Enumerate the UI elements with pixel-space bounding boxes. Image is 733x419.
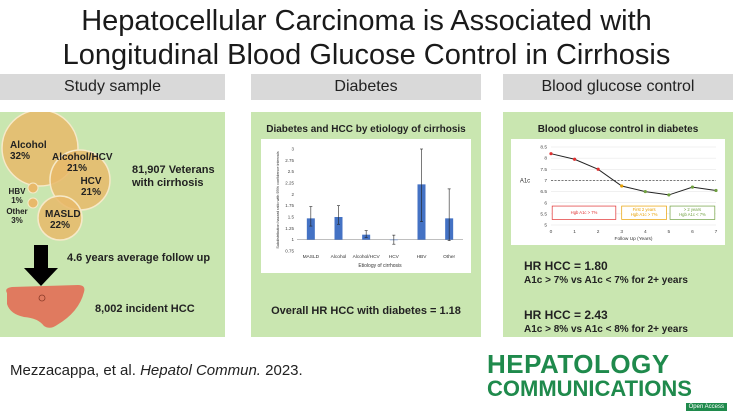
y-tick-label: 0.75: [285, 249, 294, 254]
hr-243: HR HCC = 2.43: [524, 308, 608, 322]
circle-masld: [37, 195, 83, 241]
hr-243-sub: A1c > 8% vs A1c < 8% for 2+ years: [524, 324, 688, 335]
diabetes-chart-box: 0.75 1 1.25 1.5 1.75 2 2.25 2.5 2.75 3 MASLD Alcoho…: [261, 139, 471, 273]
hr-180-sub: A1c > 7% vs A1c < 7% for 2+ years: [524, 275, 688, 286]
x-tick-label: Other: [443, 254, 455, 260]
bar: [334, 217, 343, 240]
glucose-panel: Blood glucose control in diabetes 5 5.5 6 6…: [503, 112, 733, 337]
data-point: [643, 189, 647, 194]
y-axis-label: Subdistribution hazard ratio with 95% co…: [276, 151, 280, 248]
y-tick-label: 8.5: [540, 145, 547, 151]
page-title-line-1: Hepatocellular Carcinoma is Associated w…: [81, 5, 652, 37]
a1c-line-chart: 5 5.5 6 6.5 7 7.5 8 8.5 0 1 2 3 4 5 6 7 Follow Up (Years…: [520, 145, 718, 242]
column-header-diabetes: Diabetes: [251, 74, 481, 100]
incident-hcc-text: 8,002 incident HCC: [95, 303, 195, 315]
legend-text: First 2 years: [633, 207, 656, 212]
hr-180: HR HCC = 1.80: [524, 259, 608, 273]
data-point: [549, 152, 553, 156]
data-point: [572, 157, 577, 161]
x-tick-label: 6: [691, 229, 694, 235]
y-tick-label: 6: [544, 200, 547, 206]
circle-hbv: [27, 182, 39, 194]
arrow-shaft: [34, 245, 48, 269]
glucose-chart-title: Blood glucose control in diabetes: [537, 124, 699, 135]
y-tick-label: 7.5: [540, 167, 547, 173]
y-tick-label: 7: [544, 178, 547, 184]
x-tick-label: 2: [597, 229, 600, 235]
journal-logo: HEPATOLOGY COMMUNICATIONS Open Access: [487, 349, 731, 411]
diabetes-chart-title: Diabetes and HCC by etiology of cirrhosi…: [266, 124, 466, 135]
y-tick-label: 1.5: [288, 215, 295, 220]
venn-masld: MASLD 22%: [45, 209, 81, 231]
column-header-study-sample: Study sample: [0, 74, 225, 100]
y-tick-label: 6.5: [540, 189, 547, 195]
y-tick-label: 8: [544, 156, 547, 162]
x-axis-label: Follow Up (Years): [615, 236, 653, 242]
venn-hcv: HCV 21%: [80, 176, 102, 198]
x-tick-label: HBV: [417, 254, 428, 260]
y-tick-label: 2.75: [285, 158, 294, 163]
followup-text: 4.6 years average follow up: [67, 252, 211, 264]
y-tick-label: 1.75: [285, 203, 294, 208]
x-tick-label: 1: [573, 229, 576, 235]
y-tick-label: 1: [291, 237, 294, 242]
y-tick-label: 2: [291, 192, 294, 197]
veterans-count: 81,907 Veterans with cirrhosis: [132, 164, 215, 189]
tumor-icon: [38, 294, 46, 302]
x-tick-label: HCV: [389, 254, 400, 260]
x-tick-label: Alcohol/HCV: [353, 254, 381, 260]
open-access-badge: Open Access: [685, 403, 727, 411]
venn-diagram: [1, 112, 111, 328]
y-tick-label: 2.25: [285, 181, 294, 186]
legend-text: Hgb A1c > 7%: [631, 212, 658, 217]
logo-line-2: COMMUNICATIONS: [487, 376, 692, 401]
circle-other: [27, 197, 39, 209]
citation: Mezzacappa, et al. Hepatol Commun. 2023.: [10, 362, 303, 379]
study-sample-panel: Alcohol 32% Alcohol/HCV 21% HCV 21% HBV 1% O…: [0, 112, 225, 337]
glucose-chart-box: 5 5.5 6 6.5 7 7.5 8 8.5 0 1 2 3 4 5 6 7 Follow Up (Years…: [511, 139, 725, 245]
x-axis-label: Etiology of cirrhosis: [358, 263, 402, 269]
y-tick-label: 5.5: [540, 211, 547, 217]
data-point: [690, 185, 695, 189]
y-tick-label: 3: [291, 147, 294, 152]
data-point: [714, 188, 718, 193]
venn-alcohol-hcv: Alcohol/HCV 21%: [52, 152, 113, 174]
y-tick-label: 2.5: [288, 169, 295, 174]
y-tick-label: 5: [544, 223, 547, 229]
diabetes-panel: Diabetes and HCC by etiology of cirrhosi…: [251, 112, 481, 337]
logo-line-1: HEPATOLOGY: [487, 349, 670, 379]
liver-icon: [6, 285, 85, 328]
data-point: [596, 167, 600, 171]
x-tick-label: MASLD: [303, 254, 320, 260]
x-tick-label: 7: [715, 229, 718, 235]
data-point: [620, 184, 624, 188]
x-tick-label: Alcohol: [331, 254, 347, 260]
x-tick-label: 0: [550, 229, 553, 235]
x-tick-label: 5: [668, 229, 671, 235]
page-title-line-2: Longitudinal Blood Glucose Control in Ci…: [62, 39, 671, 71]
legend-box: [621, 205, 667, 220]
hazard-ratio-bar-chart: 0.75 1 1.25 1.5 1.75 2 2.25 2.5 2.75 3 MASLD Alcoho…: [276, 147, 463, 269]
x-tick-label: 3: [620, 229, 623, 235]
venn-alcohol: Alcohol 32%: [10, 140, 47, 162]
a1c-line: [550, 153, 717, 196]
venn-other: Other 3%: [6, 207, 28, 225]
arrow-head: [24, 268, 58, 286]
legend-text: > 2 years: [684, 207, 701, 212]
data-point: [667, 193, 671, 197]
legend-box: [669, 205, 716, 220]
legend-text: Hgb A1c > 7%: [571, 210, 598, 215]
y-axis-label: A1c: [520, 178, 530, 184]
overall-hr-text: Overall HR HCC with diabetes = 1.18: [271, 305, 461, 317]
legend-box: [551, 205, 617, 220]
column-header-glucose: Blood glucose control: [503, 74, 733, 100]
legend-text: Hgb A1c < 7%: [679, 212, 706, 217]
y-tick-label: 1.25: [285, 226, 294, 231]
bar: [306, 218, 315, 240]
x-tick-label: 4: [644, 229, 647, 235]
venn-hbv: HBV 1%: [8, 187, 26, 205]
